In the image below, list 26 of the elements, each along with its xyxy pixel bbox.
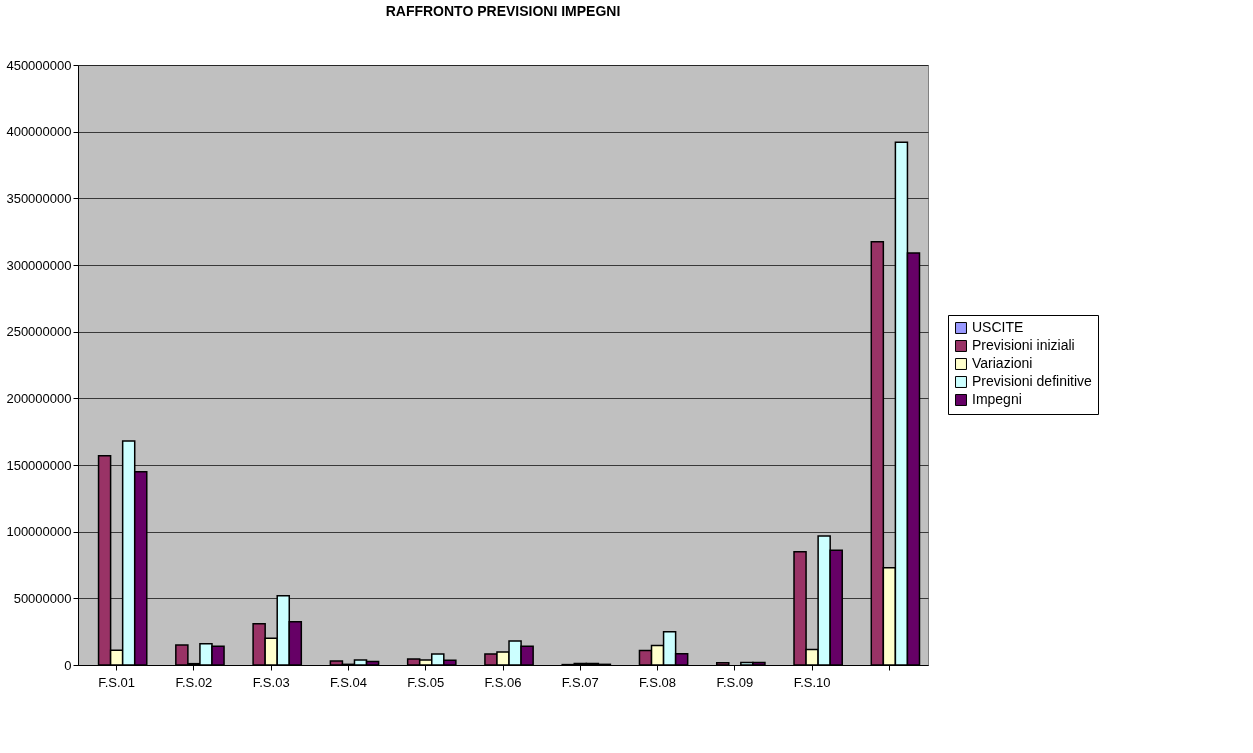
y-tick-label: 0 xyxy=(64,657,72,673)
x-tick-label: F.S.10 xyxy=(793,674,831,690)
y-tick-label: 100000000 xyxy=(6,524,72,540)
y-tick-label: 400000000 xyxy=(6,124,72,140)
y-tick-label: 450000000 xyxy=(6,57,72,73)
legend-label: Previsioni iniziali xyxy=(972,337,1075,353)
x-tick-label: F.S.04 xyxy=(330,674,367,690)
legend-label: USCITE xyxy=(972,319,1024,335)
chart-title: RAFFRONTO PREVISIONI IMPEGNI xyxy=(385,3,621,19)
legend-label: Variazioni xyxy=(972,355,1033,371)
y-tick-label: 300000000 xyxy=(6,257,72,273)
x-tick-label: F.S.06 xyxy=(484,674,522,690)
legend-label: Previsioni definitive xyxy=(972,373,1093,389)
x-tick-label: F.S.01 xyxy=(98,674,136,690)
y-tick-label: 250000000 xyxy=(6,324,72,340)
x-tick-label: F.S.08 xyxy=(639,674,676,690)
y-tick-label: 150000000 xyxy=(6,457,72,473)
x-tick-label: F.S.05 xyxy=(407,674,445,690)
y-tick-label: 350000000 xyxy=(6,190,72,206)
x-tick-label: F.S.07 xyxy=(561,674,599,690)
x-tick-label: F.S.03 xyxy=(252,674,290,690)
x-tick-label: F.S.02 xyxy=(175,674,213,690)
y-tick-label: 50000000 xyxy=(13,590,72,606)
y-tick-label: 200000000 xyxy=(6,390,72,406)
x-tick-label: F.S.09 xyxy=(716,674,754,690)
legend-label: Impegni xyxy=(972,391,1022,407)
